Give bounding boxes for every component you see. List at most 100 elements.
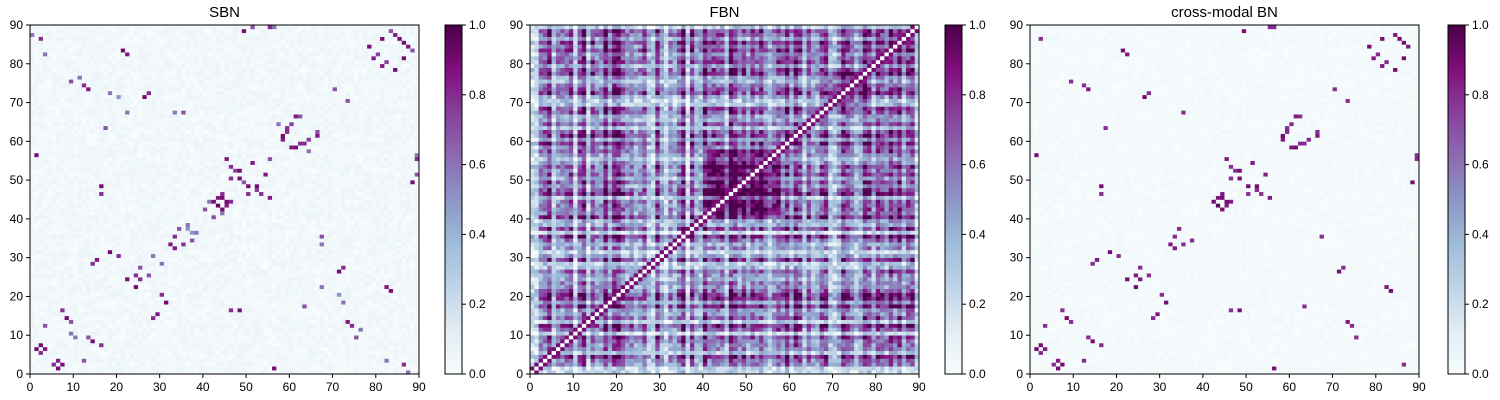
heatmap-cell bbox=[42, 300, 48, 305]
heatmap-cell bbox=[38, 168, 44, 173]
heatmap-cell bbox=[107, 215, 113, 220]
heatmap-cell bbox=[163, 300, 169, 305]
heatmap-cell bbox=[159, 331, 165, 336]
heatmap-cell bbox=[354, 354, 359, 359]
heatmap-cell bbox=[116, 335, 122, 340]
heatmap-cell bbox=[86, 358, 91, 363]
heatmap-cell bbox=[151, 346, 156, 352]
heatmap-cell bbox=[90, 319, 96, 324]
heatmap-cell bbox=[254, 226, 260, 231]
heatmap-cell bbox=[207, 292, 212, 297]
heatmap-cell bbox=[388, 331, 394, 336]
heatmap-cell bbox=[125, 350, 130, 355]
heatmap-cell bbox=[38, 319, 44, 324]
heatmap-cell bbox=[328, 284, 333, 289]
heatmap-cell bbox=[388, 234, 394, 239]
heatmap-cell bbox=[259, 358, 264, 363]
heatmap-cell bbox=[280, 265, 286, 270]
heatmap-cell bbox=[198, 339, 204, 344]
heatmap-cell bbox=[380, 304, 385, 309]
heatmap-cell bbox=[68, 304, 74, 309]
heatmap-cell bbox=[280, 164, 286, 169]
heatmap-cell bbox=[228, 280, 234, 286]
heatmap-cell bbox=[397, 370, 403, 375]
heatmap-cell bbox=[384, 164, 390, 169]
heatmap-cell bbox=[341, 339, 346, 344]
heatmap-cell bbox=[315, 230, 320, 235]
heatmap-cell bbox=[367, 160, 372, 165]
heatmap-cell bbox=[349, 339, 355, 344]
heatmap-cell bbox=[336, 215, 342, 220]
heatmap-cell bbox=[68, 277, 74, 282]
heatmap-cell bbox=[362, 358, 368, 363]
heatmap-cell bbox=[51, 331, 57, 336]
heatmap-cell bbox=[233, 339, 238, 344]
heatmap-cell bbox=[401, 226, 407, 231]
heatmap-cell bbox=[94, 277, 100, 282]
heatmap-cell bbox=[302, 211, 307, 216]
heatmap-cell bbox=[384, 242, 390, 247]
heatmap-cell bbox=[354, 327, 359, 332]
heatmap-cell bbox=[99, 168, 104, 173]
heatmap-cell bbox=[138, 257, 143, 262]
heatmap-cell bbox=[125, 195, 130, 200]
heatmap-cell bbox=[345, 292, 351, 297]
heatmap-cell bbox=[68, 362, 74, 367]
heatmap-cell bbox=[306, 253, 312, 258]
heatmap-cell bbox=[259, 288, 264, 293]
heatmap-cell bbox=[233, 203, 238, 208]
heatmap-cell bbox=[241, 176, 247, 181]
heatmap-cell bbox=[297, 269, 303, 274]
heatmap-cell bbox=[233, 265, 238, 270]
heatmap-cell bbox=[211, 164, 217, 169]
heatmap-cell bbox=[181, 346, 186, 352]
heatmap-cell bbox=[207, 315, 212, 321]
heatmap-cell bbox=[315, 222, 320, 227]
heatmap-cell bbox=[228, 311, 234, 317]
heatmap-cell bbox=[176, 304, 182, 309]
heatmap-cell bbox=[388, 222, 394, 227]
heatmap-cell bbox=[99, 292, 104, 297]
heatmap-cell bbox=[263, 346, 269, 352]
heatmap-cell bbox=[349, 277, 355, 282]
heatmap-cell bbox=[328, 215, 333, 220]
heatmap-cell bbox=[107, 358, 113, 363]
heatmap-cell bbox=[189, 207, 195, 212]
heatmap-cell bbox=[310, 207, 316, 212]
heatmap-cell bbox=[410, 230, 415, 235]
heatmap-cell bbox=[42, 288, 48, 293]
heatmap-cell bbox=[263, 191, 269, 196]
heatmap-cell bbox=[112, 203, 117, 208]
heatmap-cell bbox=[103, 215, 109, 220]
heatmap-cell bbox=[189, 238, 195, 243]
heatmap-cell bbox=[384, 288, 390, 293]
heatmap-cell bbox=[310, 257, 316, 262]
heatmap-cell bbox=[163, 277, 169, 282]
heatmap-cell bbox=[47, 195, 52, 200]
heatmap-cell bbox=[228, 354, 234, 359]
heatmap-cell bbox=[94, 370, 100, 375]
heatmap-cell bbox=[159, 339, 165, 344]
heatmap-cell bbox=[163, 183, 169, 189]
heatmap-cell bbox=[384, 183, 390, 189]
heatmap-cell bbox=[55, 172, 61, 177]
heatmap-cell bbox=[194, 230, 199, 235]
heatmap-cell bbox=[77, 273, 83, 278]
heatmap-cell bbox=[107, 222, 113, 227]
heatmap-cell bbox=[163, 246, 169, 251]
heatmap-cell bbox=[51, 261, 57, 266]
heatmap-cell bbox=[388, 362, 394, 367]
heatmap-cell bbox=[310, 253, 316, 258]
heatmap-cell bbox=[120, 242, 126, 247]
heatmap-cell bbox=[185, 280, 191, 286]
heatmap-cell bbox=[375, 362, 381, 367]
heatmap-cell bbox=[241, 354, 247, 359]
heatmap-cell bbox=[64, 218, 70, 224]
heatmap-cell bbox=[73, 230, 78, 235]
heatmap-cell bbox=[176, 350, 182, 355]
heatmap-cell bbox=[60, 346, 65, 352]
heatmap-cell bbox=[349, 304, 355, 309]
heatmap-cell bbox=[73, 257, 78, 262]
heatmap-cell bbox=[220, 366, 225, 371]
heatmap-cell bbox=[410, 366, 415, 371]
